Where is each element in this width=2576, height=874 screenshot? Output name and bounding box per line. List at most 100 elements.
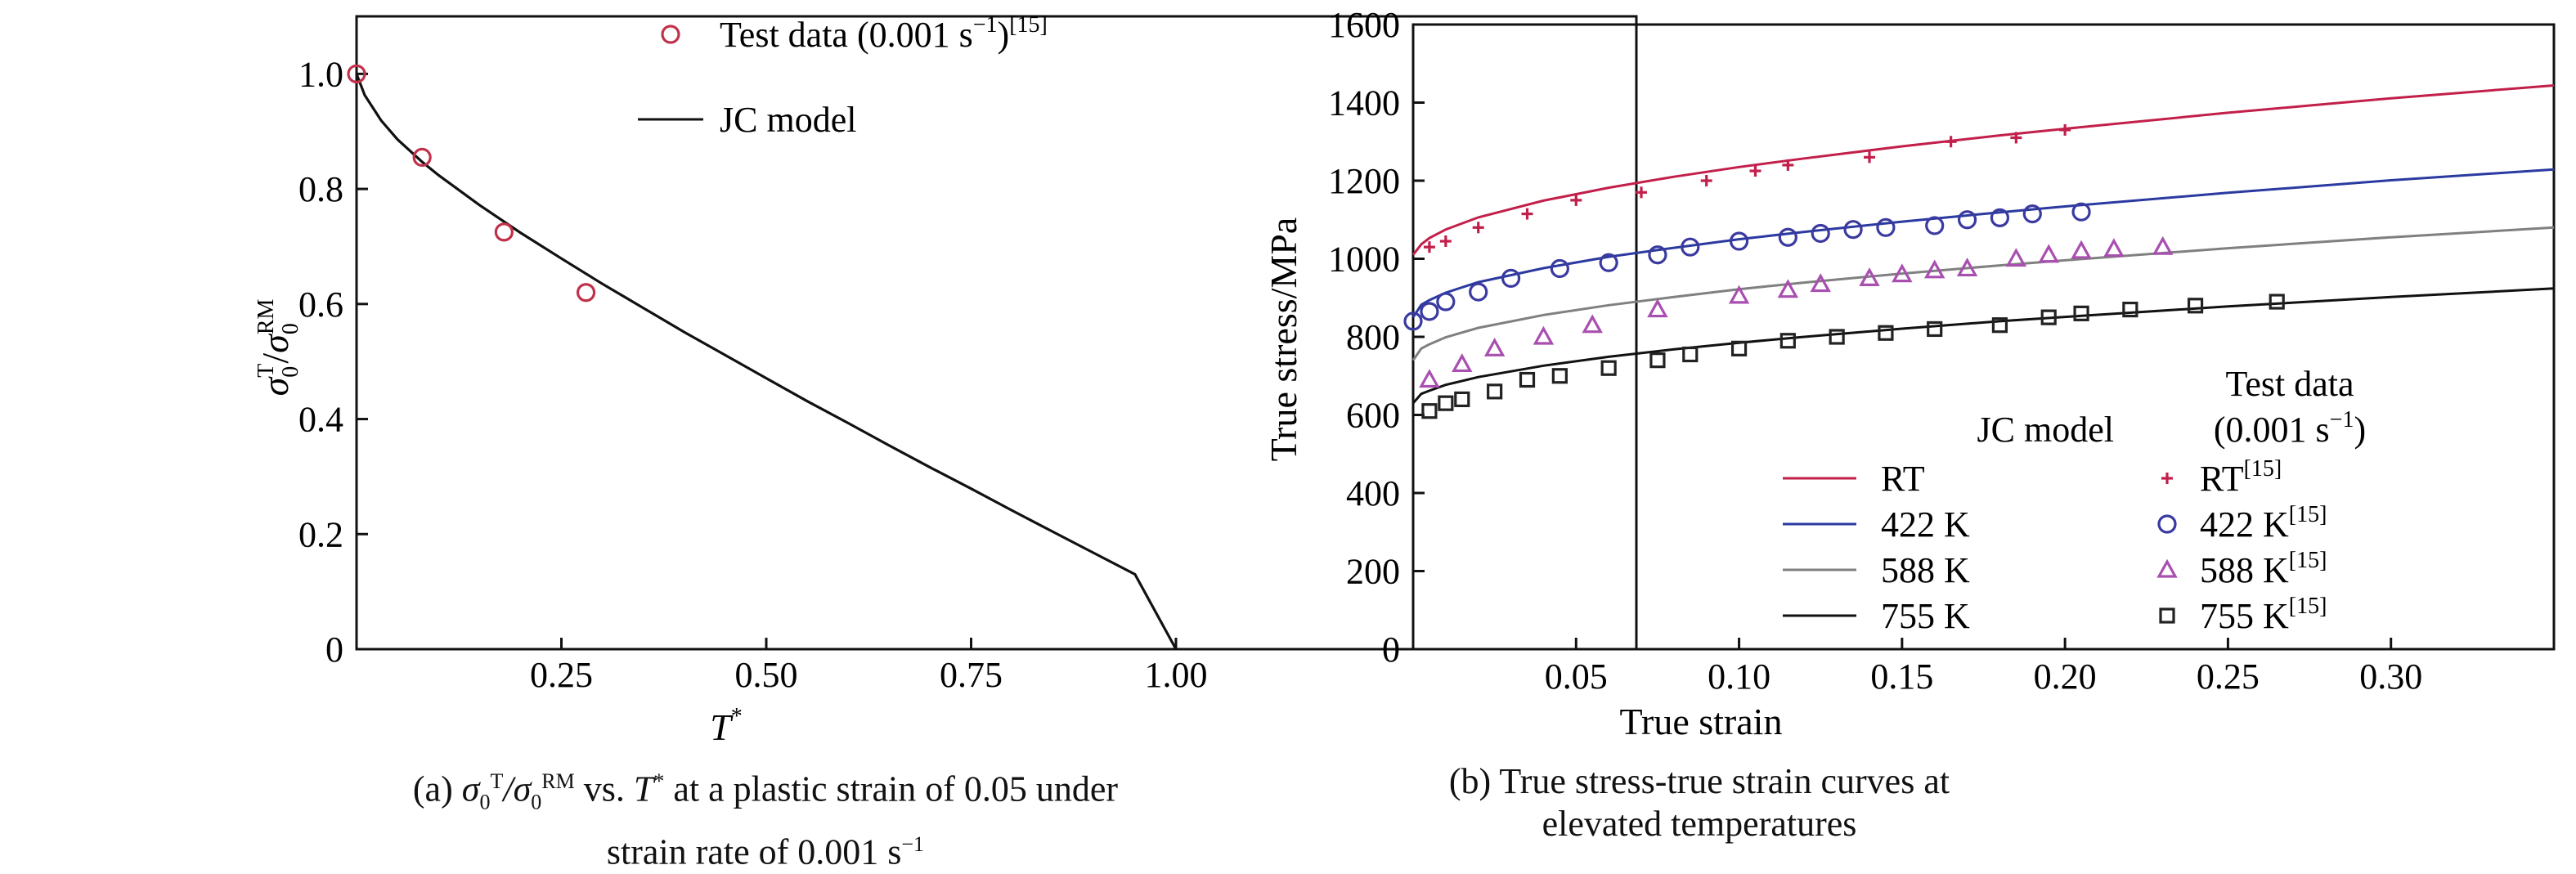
chart-b-ticks: 0.05 0.10 0.15 0.20 0.25 0.30 0 200 400 600 800 100… bbox=[1328, 5, 2422, 697]
chart-b-test-point-2 bbox=[1647, 298, 1668, 318]
chart-a-y-tick-label: 1.0 bbox=[298, 54, 343, 94]
chart-b-test-point-3 bbox=[1730, 340, 1748, 356]
chart-b-test-point-3 bbox=[1991, 317, 2008, 334]
chart-b-legend-test-label-3: 755 K[15] bbox=[2200, 594, 2327, 636]
chart-b-test-point-1 bbox=[1403, 312, 1423, 331]
chart-b-legend-test-label-2: 588 K[15] bbox=[2200, 548, 2327, 590]
chart-b-test-point-3 bbox=[1682, 346, 1699, 363]
chart-b-test-point-1 bbox=[1436, 292, 1456, 312]
chart-b-test-point-3 bbox=[2122, 301, 2138, 318]
chart-a-test-data-point bbox=[347, 64, 366, 83]
chart-b-test-point-1 bbox=[2071, 202, 2091, 222]
chart-a-test-data-point bbox=[576, 283, 596, 303]
chart-b-test-point-3 bbox=[2073, 305, 2089, 321]
chart-b-model-line-1 bbox=[1411, 168, 2555, 318]
chart-b-test-point-1 bbox=[1681, 237, 1700, 257]
chart-b-test-point-0 bbox=[1700, 175, 1712, 186]
chart-b-test-point-1 bbox=[2022, 204, 2042, 224]
chart-b-test-point-2 bbox=[1777, 279, 1799, 298]
chart-b-x-axis-label: True strain bbox=[1620, 701, 1783, 742]
chart-b-y-axis-label: True stress/MPa bbox=[1263, 217, 1304, 462]
chart-b-test-point-2 bbox=[1892, 263, 1913, 283]
chart-b-legend-marker-3 bbox=[2159, 607, 2175, 624]
chart-a-ticks: 0.25 0.50 0.75 1.00 0 0.2 0.4 0.6 0.8 1.0 bbox=[298, 54, 1208, 695]
chart-b-y-tick-label: 800 bbox=[1346, 317, 1400, 357]
chart-a-legend: Test data (0.001 s−1)[15] JC model bbox=[638, 12, 1048, 140]
chart-b-y-tick-label: 400 bbox=[1346, 473, 1400, 513]
chart-a-x-tick-label: 1.00 bbox=[1145, 655, 1208, 695]
chart-a-legend-label-test: Test data (0.001 s−1)[15] bbox=[720, 12, 1048, 55]
chart-b-test-point-2 bbox=[1728, 285, 1750, 304]
chart-b-test-point-1 bbox=[1876, 217, 1896, 237]
chart-b-test-point-1 bbox=[1990, 208, 2010, 227]
chart-b-test-point-0 bbox=[1472, 222, 1484, 234]
chart-b-y-tick-label: 1600 bbox=[1328, 5, 1400, 45]
chart-b-test-point-1 bbox=[1420, 302, 1439, 321]
chart-a-series bbox=[347, 64, 1178, 650]
chart-b-test-point-1 bbox=[1843, 220, 1863, 240]
chart-b-test-point-3 bbox=[1454, 391, 1470, 407]
chart-b-test-point-1 bbox=[1925, 216, 1945, 235]
chart-b-test-point-3 bbox=[1878, 325, 1894, 341]
chart-b-test-point-0 bbox=[1945, 136, 1957, 148]
chart-a-caption-line-1: (a) σ0T/σ0RM vs. T* at a plastic strain … bbox=[412, 769, 1119, 814]
chart-b-legend-test-title-2: (0.001 s−1) bbox=[2214, 407, 2366, 450]
chart-b-legend-model-label-0: RT bbox=[1881, 459, 1925, 499]
chart-b-test-point-3 bbox=[1421, 403, 1438, 419]
chart-b-test-point-3 bbox=[2187, 298, 2204, 314]
chart-a-y-tick-label: 0.2 bbox=[298, 514, 343, 554]
chart-b-model-line-3 bbox=[1411, 287, 2555, 405]
chart-a-x-tick-label: 0.50 bbox=[735, 655, 798, 695]
chart-b: 0.05 0.10 0.15 0.20 0.25 0.30 0 200 400 600 800 100… bbox=[1263, 5, 2556, 742]
chart-b-test-point-0 bbox=[1782, 159, 1794, 171]
chart-b-test-point-2 bbox=[1810, 273, 1831, 293]
chart-b-test-point-1 bbox=[1648, 245, 1667, 265]
chart-b-test-point-1 bbox=[1957, 210, 1977, 230]
chart-b-test-point-0 bbox=[1570, 194, 1582, 206]
chart-b-test-point-3 bbox=[1649, 352, 1666, 369]
chart-a-y-axis-label: σ0T/σ0RM bbox=[254, 298, 303, 396]
chart-b-legend-marker-2 bbox=[2156, 558, 2178, 578]
chart-b-y-tick-label: 200 bbox=[1346, 552, 1400, 592]
chart-b-test-point-0 bbox=[1749, 165, 1761, 177]
chart-a-series-jc-model-line bbox=[355, 73, 1178, 650]
chart-b-test-point-1 bbox=[1729, 231, 1749, 251]
chart-b-test-point-2 bbox=[1483, 338, 1506, 356]
chart-a-y-tick-label: 0.8 bbox=[298, 169, 343, 209]
chart-b-test-point-0 bbox=[1636, 186, 1647, 199]
chart-b-test-point-2 bbox=[1452, 353, 1473, 373]
chart-b-y-tick-label: 1200 bbox=[1328, 161, 1400, 201]
chart-b-model-line-0 bbox=[1411, 84, 2555, 256]
chart-b-legend-marker-1 bbox=[2157, 514, 2177, 534]
chart-b-legend-model-label-3: 755 K bbox=[1881, 596, 1970, 636]
chart-b-legend-model-label-1: 422 K bbox=[1881, 504, 1970, 545]
chart-b-test-point-2 bbox=[1859, 267, 1880, 286]
chart-b-caption-line-1: (b) True stress-true strain curves at bbox=[1448, 761, 1950, 801]
chart-b-caption: (b) True stress-true strain curves at el… bbox=[1413, 760, 1986, 845]
chart-b-test-point-2 bbox=[1956, 258, 1978, 277]
chart-a-test-data-point bbox=[494, 222, 514, 242]
chart-b-test-point-2 bbox=[1419, 369, 1440, 388]
chart-a-test-data-point bbox=[412, 147, 432, 167]
chart-b-test-point-1 bbox=[1469, 282, 1488, 302]
chart-b-legend-test-label-0: RT[15] bbox=[2200, 456, 2282, 499]
chart-a-caption-line-2: strain rate of 0.001 s−1 bbox=[606, 832, 925, 873]
chart-b-test-point-1 bbox=[1811, 223, 1830, 244]
chart-b-test-point-2 bbox=[2071, 240, 2092, 259]
chart-b-legend-test-title-1: Test data bbox=[2226, 364, 2354, 404]
chart-b-x-tick-label: 0.10 bbox=[1708, 657, 1770, 697]
chart-b-test-point-1 bbox=[1501, 268, 1521, 288]
chart-b-test-point-2 bbox=[2103, 238, 2125, 258]
chart-a-legend-marker-test bbox=[661, 25, 680, 44]
chart-a: 0.25 0.50 0.75 1.00 0 0.2 0.4 0.6 0.8 1.0 Test da… bbox=[254, 12, 1638, 748]
chart-a-x-axis-label: T* bbox=[710, 704, 743, 748]
chart-b-test-point-2 bbox=[1582, 314, 1603, 334]
chart-b-test-point-3 bbox=[2040, 309, 2057, 325]
chart-a-y-tick-label: 0 bbox=[325, 630, 343, 670]
chart-b-test-point-3 bbox=[2269, 294, 2285, 310]
chart-a-legend-label-jc: JC model bbox=[720, 100, 856, 140]
chart-b-test-point-1 bbox=[1599, 253, 1618, 272]
chart-b-test-point-3 bbox=[1779, 333, 1796, 349]
